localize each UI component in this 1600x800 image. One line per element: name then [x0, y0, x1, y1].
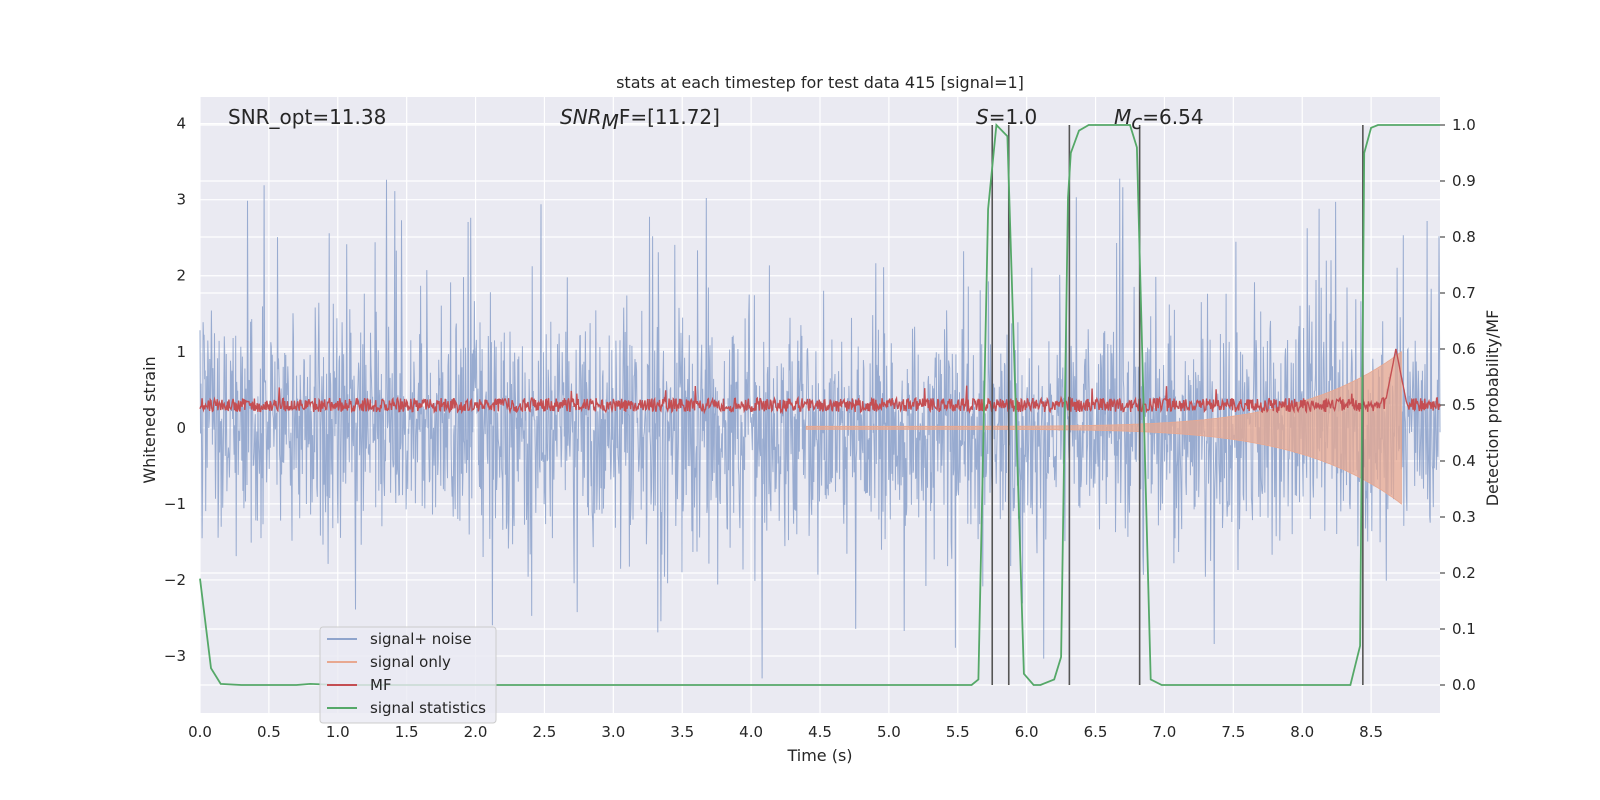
y-left-tick-label: 1	[176, 343, 186, 361]
signal-statistics-line	[199, 122, 1440, 686]
x-tick-label: 8.5	[1359, 723, 1383, 741]
x-tick-label: 2.0	[464, 723, 488, 741]
x-tick-label: 6.0	[1015, 723, 1039, 741]
y-left-tick-label: 3	[176, 191, 186, 209]
x-tick-label: 4.0	[739, 723, 763, 741]
y-right-tick-label: 0.0	[1452, 676, 1476, 694]
signal-only-series	[805, 351, 1402, 505]
x-tick-label: 4.5	[808, 723, 832, 741]
y-right-tick-label: 0.2	[1452, 564, 1476, 582]
y-right-tick-label: 0.3	[1452, 508, 1476, 526]
legend-box	[319, 626, 497, 724]
annotation-s-symbol: S	[976, 105, 989, 129]
y-right-tick-label: 0.1	[1452, 620, 1476, 638]
y-left-tick-label: 0	[176, 419, 186, 437]
x-axis-title: Time (s)	[786, 746, 852, 765]
annotation-mc-symbol: M	[1114, 105, 1131, 129]
legend-label-signal-noise: signal+ noise	[370, 630, 472, 648]
annotation-s-value: =1.0	[989, 105, 1038, 129]
y-right-tick-label: 0.9	[1452, 172, 1476, 190]
annotation-snr-mf-subscript: M	[602, 110, 619, 134]
mf-series	[199, 348, 1441, 415]
legend-label-signal-only: signal only	[370, 653, 451, 671]
x-tick-label: 1.0	[326, 723, 350, 741]
signal-statistics-series	[199, 122, 1440, 686]
x-tick-label: 0.5	[257, 723, 281, 741]
annotation-s: S=1.0	[976, 105, 1037, 129]
x-tick-label: 7.5	[1221, 723, 1245, 741]
y-left-tick-label: −2	[164, 571, 186, 589]
x-tick-label: 2.5	[533, 723, 557, 741]
y-right-tick-label: 0.5	[1452, 396, 1476, 414]
annotation-snr-mf-value: F=[11.72]	[619, 105, 720, 129]
legend-label-signal-statistics: signal statistics	[370, 699, 486, 717]
y-left-tick-label: −3	[164, 647, 186, 665]
y-axis-title-right: Detection probability/MF	[1483, 310, 1502, 507]
x-tick-label: 1.5	[395, 723, 419, 741]
y-right-tick-label: 1.0	[1452, 116, 1476, 134]
annotation-mc: Mc=6.54	[1114, 105, 1204, 134]
y-right-tick-label: 0.7	[1452, 284, 1476, 302]
y-axis-title-left: Whitened strain	[140, 356, 159, 483]
annotation-mc-value: =6.54	[1142, 105, 1203, 129]
y-right-tick-label: 0.6	[1452, 340, 1476, 358]
y-right-tick-label: 0.8	[1452, 228, 1476, 246]
x-tick-label: 3.0	[601, 723, 625, 741]
annotation-snr-opt: SNR_opt=11.38	[228, 105, 386, 129]
x-tick-label: 8.0	[1290, 723, 1314, 741]
y-left-tick-label: 2	[176, 267, 186, 285]
x-tick-label: 3.5	[670, 723, 694, 741]
x-tick-label: 5.0	[877, 723, 901, 741]
legend: signal+ noise signal only MF signal stat…	[319, 626, 497, 724]
annotation-mc-subscript: c	[1131, 110, 1142, 134]
x-tick-label: 6.5	[1084, 723, 1108, 741]
y-left-tick-label: 4	[176, 115, 186, 133]
x-tick-label: 5.5	[946, 723, 970, 741]
chart-title: stats at each timestep for test data 415…	[616, 73, 1024, 92]
legend-label-mf: MF	[370, 676, 392, 694]
annotation-snr-mf: SNRMF=[11.72]	[560, 105, 720, 134]
annotation-snr-mf-symbol: SNR	[560, 105, 602, 129]
x-tick-label: 7.0	[1153, 723, 1177, 741]
mf-line	[199, 348, 1441, 415]
y-left-tick-label: −1	[164, 495, 186, 513]
signal-only-line	[805, 351, 1402, 505]
axis-ticks: 0.0 0.5 1.0 1.5 2.0 2.5 3.0 3.5 4.0 4.5 5.0 5.5 6.0 6…	[164, 115, 1476, 741]
y-right-tick-label: 0.4	[1452, 452, 1476, 470]
x-tick-label: 0.0	[188, 723, 212, 741]
